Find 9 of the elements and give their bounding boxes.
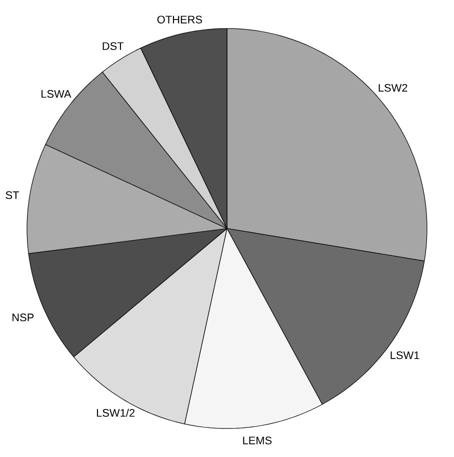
slice-label: LSW2	[378, 84, 408, 92]
slice-label: NSP	[12, 314, 34, 322]
slice-label: OTHERS	[157, 16, 202, 24]
slice-label: LSW1	[390, 351, 420, 360]
slice-label: LEMS	[243, 436, 272, 444]
slice-label: ST	[6, 191, 20, 200]
slice-label: LSW1/2	[96, 408, 134, 417]
slice-label: DST	[102, 42, 124, 50]
slice-label: LSWA	[42, 90, 72, 98]
